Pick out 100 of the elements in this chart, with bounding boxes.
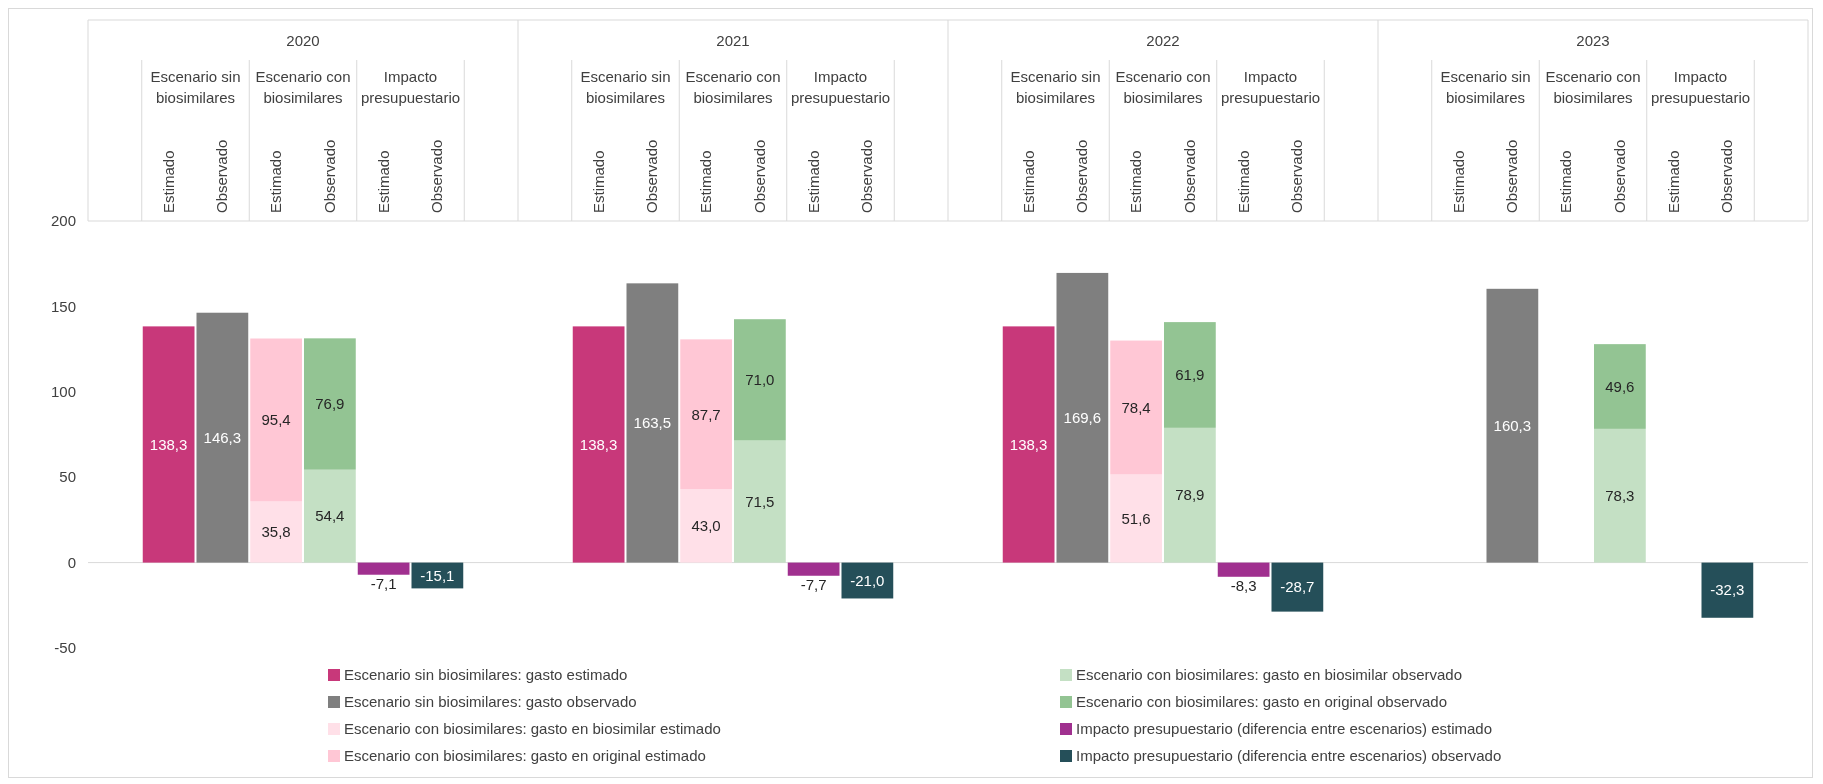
x-tick-label: Estimado [159,150,177,213]
data-label: -32,3 [1710,581,1745,599]
bar [250,338,302,502]
text: Escenario con biosimilares [255,68,351,106]
data-label: 43,0 [691,517,721,535]
text: Escenario con biosimilares [1115,68,1211,106]
data-label: 49,6 [1605,377,1635,395]
text: Escenario sin biosimilares [580,68,671,106]
data-label: 61,9 [1175,366,1205,384]
bar [734,319,786,441]
x-tick-label: Observado [1180,139,1198,213]
bar [142,326,195,563]
data-label: 146,3 [203,428,242,446]
bar [787,562,840,576]
bar [680,489,732,563]
x-tick-label: Observado [1610,139,1628,213]
x-tick-label: Observado [1073,139,1091,213]
legend-label: Escenario con biosimilares: gasto en biosimilar observado [1076,666,1463,683]
legend-label: Escenario sin biosimilares: gasto estimado [344,666,628,683]
data-label: -8,3 [1230,576,1257,594]
data-label: -7,1 [370,574,397,592]
x-tick-label: Observado [1503,139,1521,213]
x-tick-label: Observado [428,139,446,213]
text: Escenario sin biosimilares [1010,68,1101,106]
x-tick-label: Estimado [1449,150,1467,213]
y-tick-label: 100 [50,383,76,401]
x-tick-label: Observado [213,139,231,213]
bar [1164,322,1216,428]
text: 2023 [1576,32,1610,49]
x-tick-label: Estimado [1127,150,1145,213]
text: Impacto presupuestario [1650,68,1751,106]
data-label: -21,0 [850,571,885,589]
bar [680,339,732,490]
data-label: -15,1 [420,566,455,584]
data-label: 138,3 [149,435,188,453]
legend-label: Escenario con biosimilares: gasto en original estimado [344,747,706,764]
bar [250,501,302,563]
data-label: 78,4 [1121,398,1151,416]
bar [1594,344,1646,429]
data-label: 169,6 [1063,409,1102,427]
x-tick-label: Estimado [267,150,285,213]
data-label: -7,7 [800,575,827,593]
bar [357,562,410,575]
bar [1217,562,1270,577]
text: 2021 [716,32,750,49]
data-label: 71,5 [745,492,775,510]
text: Escenario sin biosimilares [1440,68,1531,106]
x-tick-label: Estimado [1664,150,1682,213]
text: Impacto presupuestario [360,68,461,106]
x-tick-label: Observado [643,139,661,213]
x-tick-label: Estimado [1234,150,1252,213]
data-label: 78,3 [1605,486,1635,504]
x-tick-label: Observado [320,139,338,213]
bar [1701,562,1754,618]
bar [1110,474,1162,563]
x-tick-label: Observado [750,139,768,213]
text: Escenario con biosimilares [1545,68,1641,106]
bar [304,338,356,470]
x-tick-label: Estimado [374,150,392,213]
data-label: 76,9 [315,395,345,413]
data-label: 160,3 [1493,416,1532,434]
bar [1486,288,1539,563]
y-tick-label: 0 [67,553,76,571]
data-label: 163,5 [633,414,672,432]
data-label: 71,0 [745,371,775,389]
bar [1002,326,1055,563]
data-label: -28,7 [1280,578,1315,596]
bar [734,440,786,563]
data-label: 35,8 [261,523,291,541]
legend-label: Escenario sin biosimilares: gasto observado [344,693,637,710]
x-tick-label: Estimado [804,150,822,213]
bar [304,469,356,563]
x-tick-label: Observado [1718,139,1736,213]
x-tick-label: Estimado [697,150,715,213]
data-label: 54,4 [315,507,345,525]
legend-label: Escenario con biosimilares: gasto en original observado [1076,693,1448,710]
x-tick-label: Estimado [1019,150,1037,213]
x-tick-label: Estimado [589,150,607,213]
data-label: 78,9 [1175,486,1205,504]
y-tick-label: 50 [59,468,76,486]
x-tick-label: Estimado [1557,150,1575,213]
text: Impacto presupuestario [790,68,891,106]
bar [1164,427,1216,563]
text: 2020 [286,32,320,49]
text: 2022 [1146,32,1180,49]
x-tick-label: Observado [858,139,876,213]
data-label: 51,6 [1121,509,1151,527]
bar [1110,340,1162,475]
x-tick-label: Observado [1288,139,1306,213]
data-label: 138,3 [579,435,618,453]
text: Impacto presupuestario [1220,68,1321,106]
legend-label: Escenario con biosimilares: gasto en biosimilar estimado [344,720,721,737]
bar [1271,562,1324,612]
bar [1056,272,1109,563]
bar [626,283,679,563]
legend-label: Impacto presupuestario (diferencia entre escenarios) estimado [1076,720,1493,737]
data-label: 87,7 [691,405,721,423]
legend-label: Impacto presupuestario (diferencia entre escenarios) observado [1076,747,1502,764]
text: Escenario sin biosimilares [150,68,241,106]
y-tick-label: -50 [54,639,76,657]
